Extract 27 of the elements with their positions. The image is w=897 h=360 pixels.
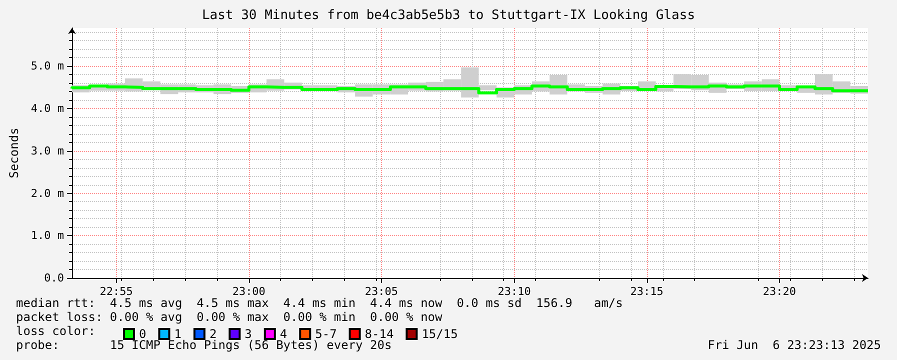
legend-label: 4 [280, 327, 288, 341]
legend-label: 5-7 [315, 327, 337, 341]
text: Fri Jun 6 23:23:13 2025 [708, 338, 881, 352]
legend-label: 1 [174, 327, 182, 341]
x-tick-label: 23:00 [232, 285, 266, 298]
text: probe: 15 ICMP Echo Pings (56 Bytes) every 20s [16, 338, 392, 352]
y-axis-title: Seconds [7, 128, 21, 178]
legend-label: 8-14 [364, 327, 394, 341]
legend-label: 2 [209, 327, 217, 341]
y-tick-label: 2.0 m [30, 186, 64, 200]
legend-label: 0 [139, 327, 146, 341]
text: median rtt: 4.5 ms avg 4.5 ms max 4.4 ms min 4.4 ms now 0.0 ms sd 156.9 am/s [16, 296, 623, 310]
y-tick-label: 1.0 m [30, 229, 64, 242]
x-tick-label: 23:20 [762, 285, 796, 298]
x-tick-label: 22:55 [100, 285, 133, 298]
y-tick-label: 3.0 m [30, 144, 64, 158]
y-tick-label: 0.0 [44, 272, 64, 284]
legend-label: 15/15 [422, 327, 458, 341]
x-tick-label: 23:05 [364, 285, 398, 298]
y-tick-label: 5.0 m [30, 60, 64, 73]
x-tick-label: 23:10 [498, 285, 531, 298]
x-tick-label: 23:15 [630, 285, 664, 298]
legend-label: 3 [244, 327, 252, 341]
text: packet loss: 0.00 % avg 0.00 % max 0.00 % min 0.00 % now [16, 310, 444, 324]
y-tick-label: 4.0 m [30, 102, 64, 116]
legend-title: loss color: [16, 324, 96, 338]
chart-title: Last 30 Minutes from be4c3ab5e5b3 to Stuttgart-IX Looking Glass [202, 8, 696, 23]
